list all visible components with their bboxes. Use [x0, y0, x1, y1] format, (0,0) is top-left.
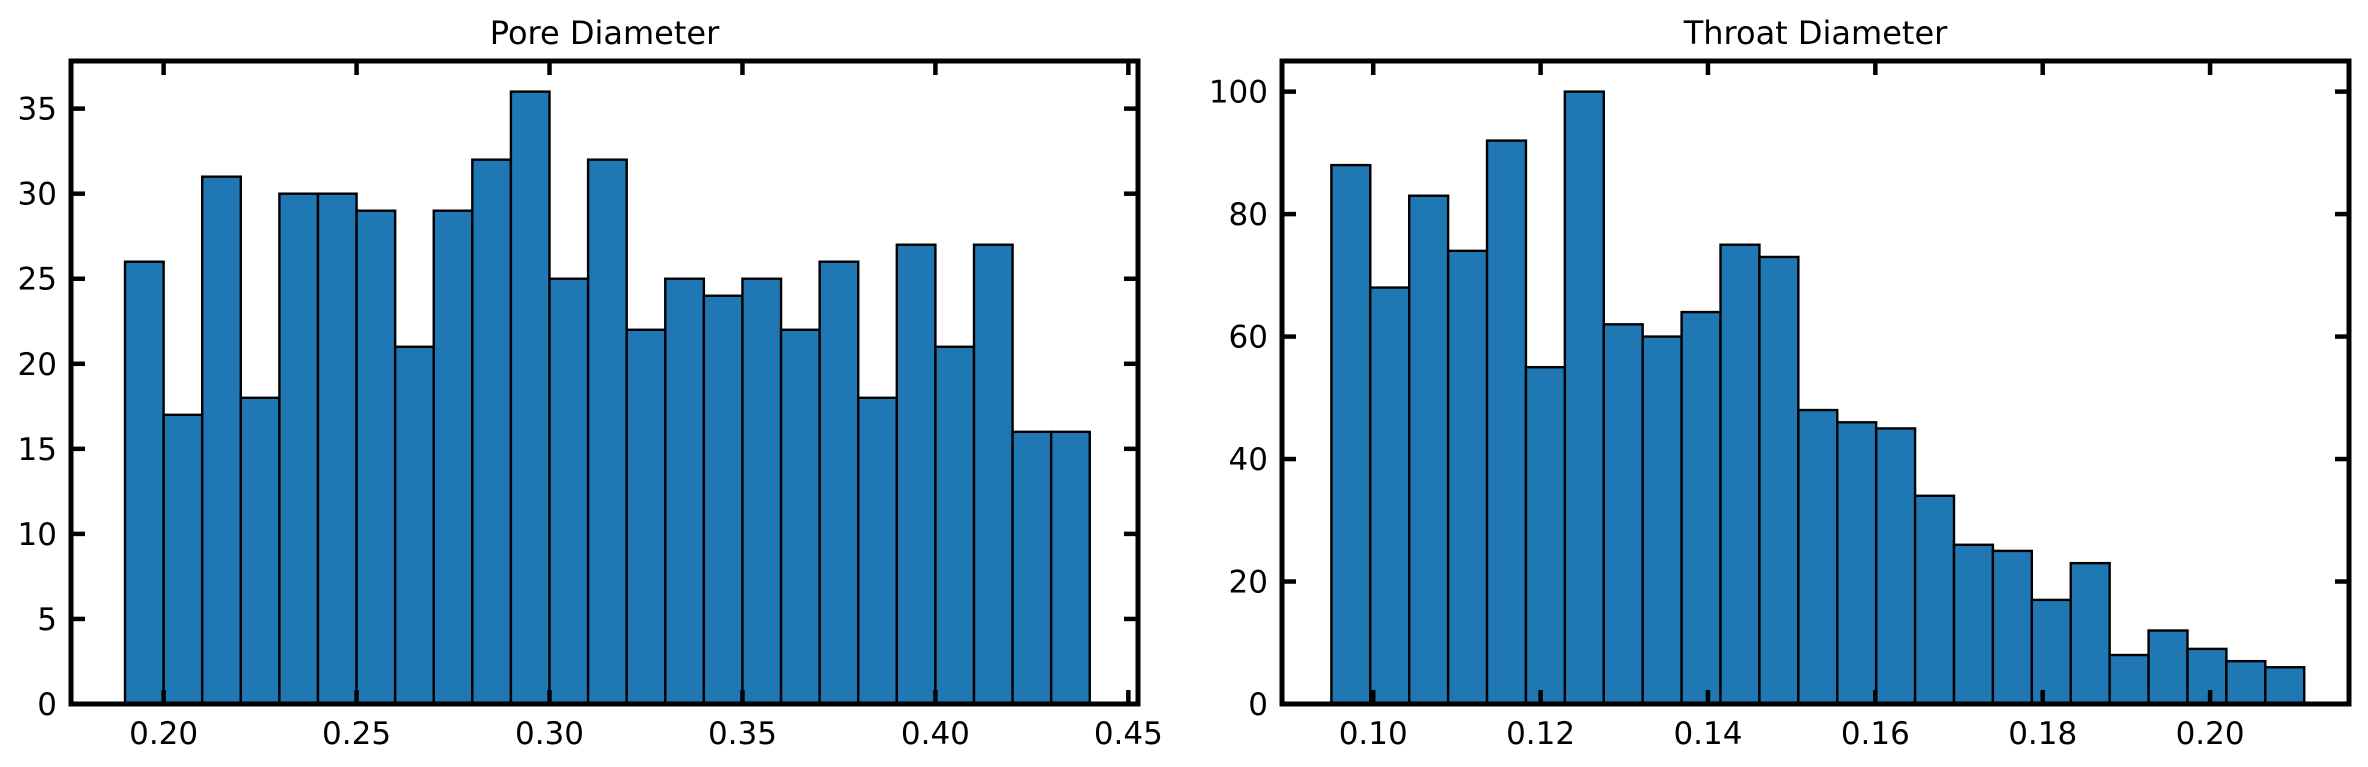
y-tick-label: 80 [1229, 197, 1268, 233]
bars [123, 90, 1091, 706]
y-tick-label: 15 [18, 432, 57, 468]
histogram-bar [1641, 335, 1683, 706]
x-tick-label: 0.35 [708, 716, 777, 752]
histogram-bar [2225, 659, 2267, 706]
axes-frame [68, 58, 1141, 707]
histogram-bar [509, 90, 551, 706]
x-tick-label: 0.40 [901, 716, 970, 752]
histogram-bar [625, 328, 667, 706]
y-tick-label: 5 [37, 602, 57, 638]
x-tick-label: 0.45 [1094, 716, 1163, 752]
histogram-bar [201, 175, 242, 706]
histogram-bar [1446, 249, 1489, 706]
histogram-bar [818, 260, 860, 706]
histogram-bar [1797, 408, 1839, 706]
histogram-bar [1369, 286, 1411, 706]
x-tick-label: 0.20 [2176, 716, 2245, 752]
y-tick-label: 0 [1248, 687, 1268, 723]
y-axis: 0 20 40 60 80 100 [1209, 75, 2349, 723]
histogram-bar [162, 413, 204, 706]
histogram-bar [2186, 647, 2228, 706]
x-tick-label: 0.30 [515, 716, 584, 752]
histogram-bar [1524, 365, 1567, 706]
histogram-bar [278, 192, 320, 706]
histogram-bar [1836, 421, 1878, 706]
histogram-bar [702, 294, 744, 706]
histogram-bar [1602, 323, 1644, 706]
y-tick-label: 30 [18, 177, 57, 213]
histogram-bar [2108, 653, 2150, 706]
histogram-bar [1680, 310, 1722, 706]
y-tick-label: 25 [18, 262, 57, 298]
histogram-bar [123, 260, 165, 706]
histogram-bar [432, 209, 474, 706]
histogram-bar [779, 328, 821, 706]
histogram-bar [1874, 427, 1917, 706]
histogram-bar [895, 243, 937, 706]
x-tick-label: 0.10 [1339, 716, 1408, 752]
histogram-bar [1952, 543, 1995, 706]
histogram-bar [2069, 561, 2111, 706]
y-tick-label: 40 [1229, 442, 1268, 478]
histogram-bar [2264, 666, 2306, 706]
y-tick-label: 10 [18, 517, 57, 553]
chart-title: Throat Diameter [1683, 14, 1948, 52]
x-tick-label: 0.25 [322, 716, 391, 752]
histogram-bar [664, 277, 706, 706]
histogram-bar [393, 345, 435, 706]
axes-frame [1279, 58, 2352, 707]
y-tick-label: 0 [37, 687, 57, 723]
chart-panel-2: 0.10 0.12 0.14 0.16 0.18 0.20 0 20 40 60 80 100 Thro… [1209, 14, 2352, 752]
histogram-bar [1408, 194, 1450, 706]
x-axis: 0.20 0.25 0.30 0.35 0.40 0.45 [129, 61, 1163, 752]
histogram-bar [2030, 598, 2072, 706]
histogram-bar [1563, 90, 1605, 706]
x-tick-label: 0.18 [2008, 716, 2077, 752]
y-tick-label: 20 [18, 347, 57, 383]
histogram-bar [857, 396, 899, 706]
x-tick-label: 0.16 [1841, 716, 1910, 752]
histogram-bar [471, 158, 513, 706]
histogram-bar [239, 396, 281, 706]
histogram-bar [316, 192, 358, 706]
y-tick-label: 60 [1229, 320, 1268, 356]
x-tick-label: 0.14 [1673, 716, 1742, 752]
chart-panel-1: 0.20 0.25 0.30 0.35 0.40 0.45 0 5 10 15 20 25 30 35 Po… [18, 14, 1163, 752]
histogram-bar [1991, 549, 2034, 706]
histogram-bar [355, 209, 397, 706]
x-tick-label: 0.12 [1506, 716, 1575, 752]
histogram-bar [548, 277, 590, 706]
histogram-bar [1485, 139, 1528, 706]
histogram-bar [741, 277, 783, 706]
bars [1330, 90, 2306, 706]
histogram-bar [1758, 255, 1800, 706]
y-tick-label: 100 [1209, 75, 1268, 111]
histogram-bar [972, 243, 1014, 706]
histogram-bar [1049, 430, 1091, 706]
y-axis: 0 5 10 15 20 25 30 35 [18, 92, 1138, 723]
histogram-bar [1913, 494, 1956, 706]
histogram-bar [1011, 430, 1053, 706]
histogram-bar [1719, 243, 1761, 706]
y-tick-label: 20 [1229, 565, 1268, 601]
histogram-bar [934, 345, 976, 706]
x-axis: 0.10 0.12 0.14 0.16 0.18 0.20 [1339, 61, 2245, 752]
x-tick-label: 0.20 [129, 716, 198, 752]
chart-title: Pore Diameter [490, 14, 720, 52]
histogram-bar [586, 158, 628, 706]
y-tick-label: 35 [18, 92, 57, 128]
histogram-bar [1330, 163, 1372, 706]
histogram-bar [2147, 629, 2189, 706]
